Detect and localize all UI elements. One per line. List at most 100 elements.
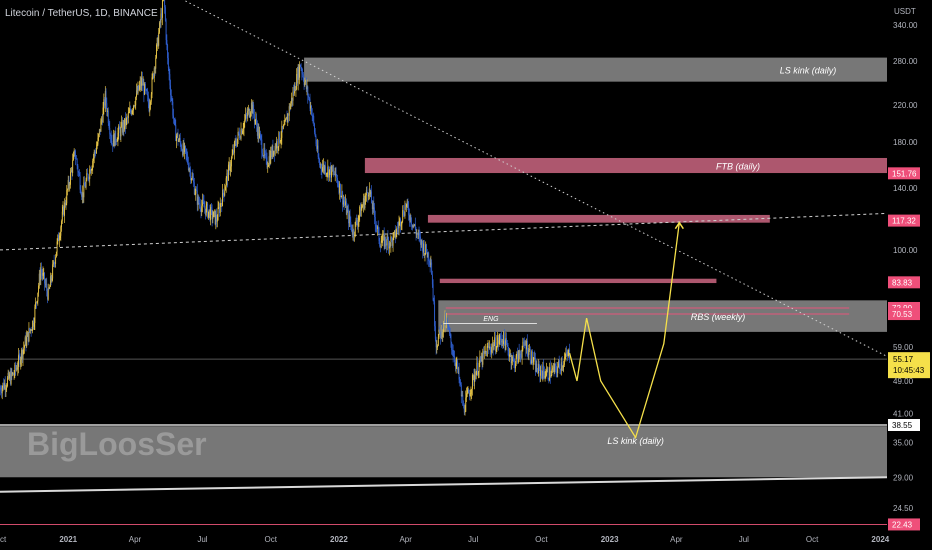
candle-body — [325, 166, 327, 175]
candle-body — [336, 174, 338, 179]
candle-body — [476, 362, 478, 372]
candle-body — [184, 146, 186, 152]
candle-body — [3, 383, 5, 389]
x-tick-label: 2022 — [330, 535, 348, 544]
candle-body — [240, 129, 242, 139]
candle-body — [127, 117, 129, 119]
candle-body — [474, 375, 476, 380]
candle-body — [76, 159, 78, 166]
candle-body — [144, 84, 146, 95]
candle-body — [451, 350, 453, 352]
candle-body — [119, 129, 121, 137]
candle-body — [176, 133, 178, 136]
candle-body — [153, 73, 154, 78]
candle-body — [535, 357, 536, 372]
candle-body — [254, 119, 256, 122]
candle-body — [379, 240, 381, 246]
time-axis[interactable] — [0, 528, 887, 550]
candle-body — [281, 126, 283, 138]
candle-body — [292, 91, 294, 101]
candle-body — [140, 81, 142, 86]
candle-body — [171, 97, 173, 102]
candle-body — [457, 361, 459, 370]
candle-body — [247, 110, 249, 117]
candle-body — [141, 78, 143, 86]
projection-path — [568, 222, 680, 440]
candle-body — [437, 345, 439, 348]
candle-body — [20, 359, 22, 365]
candle-body — [540, 369, 542, 373]
candle-body — [82, 192, 84, 198]
current-price-box — [888, 352, 930, 379]
candle-body — [269, 156, 271, 164]
candle-body — [268, 156, 270, 166]
candle-body — [492, 343, 494, 350]
candle-body — [405, 205, 407, 207]
price-axis[interactable] — [887, 0, 932, 550]
candle-body — [242, 130, 243, 134]
candle-body — [337, 183, 339, 186]
candle-body — [285, 117, 287, 120]
candle-body — [227, 164, 229, 181]
candle-body — [186, 153, 188, 156]
candle-body — [552, 368, 553, 370]
candle-body — [497, 337, 499, 344]
candle-body — [293, 91, 295, 94]
candle-body — [421, 239, 423, 245]
candle-body — [78, 172, 80, 173]
candle-body — [303, 80, 305, 85]
candle-body — [369, 188, 371, 195]
candle-body — [399, 218, 401, 223]
price-label-text: 83.83 — [892, 278, 913, 287]
candle-body — [362, 205, 364, 208]
candle-body — [32, 320, 34, 331]
candle-body — [546, 368, 548, 370]
candle-body — [475, 371, 477, 380]
candle-body — [261, 139, 263, 154]
candle-body — [222, 189, 224, 194]
candle-body — [454, 361, 456, 367]
candle-body — [403, 210, 404, 216]
candle-body — [489, 346, 491, 351]
candle-body — [159, 22, 160, 33]
candle-body — [187, 163, 189, 170]
y-tick-label: 340.00 — [893, 21, 918, 30]
candle-body — [24, 345, 25, 348]
candle-body — [118, 126, 120, 133]
candle-body — [394, 230, 396, 234]
candle-body — [381, 240, 383, 243]
candle-body — [58, 235, 60, 241]
candle-body — [134, 105, 136, 106]
candle-body — [553, 366, 555, 372]
candle-body — [211, 208, 213, 219]
candle-body — [496, 342, 498, 350]
candle-body — [477, 371, 479, 375]
candle-body — [68, 180, 70, 186]
candle-body — [344, 202, 346, 206]
candle-body — [23, 347, 25, 351]
candle-body — [85, 180, 87, 188]
candle-body — [214, 211, 216, 225]
candle-body — [309, 98, 311, 109]
candle-body — [263, 147, 265, 157]
candle-body — [481, 356, 483, 365]
candle-body — [217, 207, 219, 221]
candle-body — [18, 354, 19, 367]
candle-body — [139, 81, 141, 86]
candle-body — [382, 233, 384, 235]
candle-body — [352, 230, 354, 235]
candle-body — [431, 274, 433, 285]
candle-body — [147, 93, 149, 96]
candle-body — [142, 83, 144, 86]
candle-body — [301, 69, 303, 74]
candle-body — [270, 151, 272, 158]
candle-body — [124, 118, 126, 127]
candle-body — [152, 73, 154, 78]
candle-body — [561, 362, 563, 368]
candle-body — [204, 207, 206, 209]
candle-body — [294, 85, 296, 91]
candle-body — [247, 108, 249, 111]
candle-body — [147, 95, 149, 104]
candle-body — [438, 329, 440, 337]
